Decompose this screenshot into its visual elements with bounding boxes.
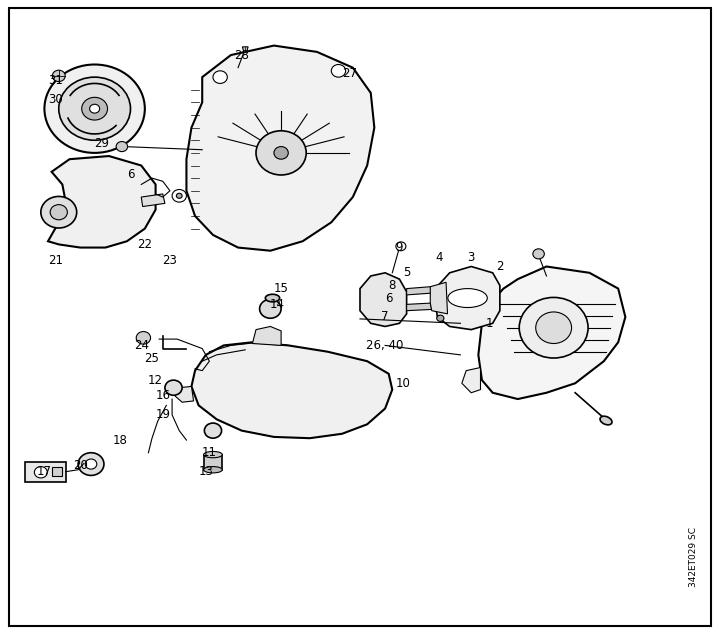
Ellipse shape (204, 467, 222, 473)
Polygon shape (243, 47, 248, 52)
Text: 1: 1 (485, 317, 493, 330)
Polygon shape (25, 462, 66, 482)
Polygon shape (186, 46, 374, 250)
Circle shape (331, 65, 346, 77)
Circle shape (176, 193, 182, 198)
Text: 6: 6 (127, 169, 134, 181)
Circle shape (204, 423, 222, 438)
Polygon shape (462, 368, 480, 392)
Circle shape (437, 315, 444, 321)
Circle shape (81, 98, 107, 120)
Text: 8: 8 (389, 279, 396, 292)
Circle shape (45, 65, 145, 153)
Wedge shape (68, 108, 99, 134)
Ellipse shape (204, 451, 222, 458)
Circle shape (136, 332, 150, 344)
Circle shape (53, 70, 66, 82)
Polygon shape (436, 266, 500, 330)
Text: 2: 2 (496, 260, 503, 273)
Circle shape (116, 141, 127, 152)
Text: 27: 27 (342, 67, 356, 81)
Text: 7: 7 (382, 311, 389, 323)
Ellipse shape (600, 416, 612, 425)
Polygon shape (407, 287, 433, 295)
Text: 28: 28 (234, 49, 249, 61)
Text: 20: 20 (73, 459, 88, 472)
Circle shape (213, 71, 228, 84)
Circle shape (260, 299, 281, 318)
Text: 29: 29 (94, 137, 109, 150)
Polygon shape (175, 387, 194, 402)
Text: 6: 6 (385, 292, 392, 304)
Text: 23: 23 (163, 254, 177, 267)
Polygon shape (141, 194, 165, 207)
Text: 12: 12 (148, 373, 163, 387)
Circle shape (274, 146, 288, 159)
Circle shape (35, 467, 48, 478)
Text: 30: 30 (48, 93, 63, 106)
Text: 19: 19 (156, 408, 170, 422)
Polygon shape (204, 455, 222, 470)
Text: 4: 4 (435, 250, 443, 264)
Text: 17: 17 (37, 465, 52, 478)
Polygon shape (407, 303, 432, 311)
Polygon shape (478, 266, 626, 399)
Ellipse shape (266, 294, 279, 302)
Text: 22: 22 (138, 238, 153, 251)
Polygon shape (253, 327, 281, 346)
Text: 13: 13 (198, 465, 213, 478)
Circle shape (533, 249, 544, 259)
Circle shape (78, 453, 104, 476)
Text: 24: 24 (134, 339, 149, 352)
Ellipse shape (448, 288, 487, 307)
Text: 9: 9 (396, 241, 403, 254)
Polygon shape (48, 156, 156, 247)
Text: 11: 11 (202, 446, 217, 459)
Text: 25: 25 (145, 351, 159, 365)
Text: 21: 21 (48, 254, 63, 267)
Circle shape (519, 297, 588, 358)
Text: 26, 40: 26, 40 (366, 339, 404, 352)
Text: 15: 15 (274, 282, 289, 295)
Circle shape (396, 242, 406, 250)
Text: 16: 16 (156, 389, 170, 403)
Circle shape (50, 205, 68, 220)
Polygon shape (360, 273, 407, 327)
Text: 31: 31 (48, 74, 63, 87)
Circle shape (85, 459, 96, 469)
Text: 10: 10 (395, 377, 410, 390)
Text: 3: 3 (467, 250, 475, 264)
Text: 5: 5 (403, 266, 410, 280)
Circle shape (41, 197, 77, 228)
Polygon shape (464, 288, 482, 317)
Circle shape (59, 77, 130, 140)
Polygon shape (431, 282, 448, 314)
Circle shape (256, 131, 306, 175)
Circle shape (165, 380, 182, 395)
Text: 18: 18 (112, 434, 127, 446)
Circle shape (536, 312, 572, 344)
Text: 14: 14 (270, 298, 285, 311)
Circle shape (89, 104, 99, 113)
Polygon shape (192, 342, 392, 438)
Text: 342ET029 SC: 342ET029 SC (689, 527, 698, 587)
Polygon shape (52, 467, 63, 476)
Circle shape (172, 190, 186, 202)
